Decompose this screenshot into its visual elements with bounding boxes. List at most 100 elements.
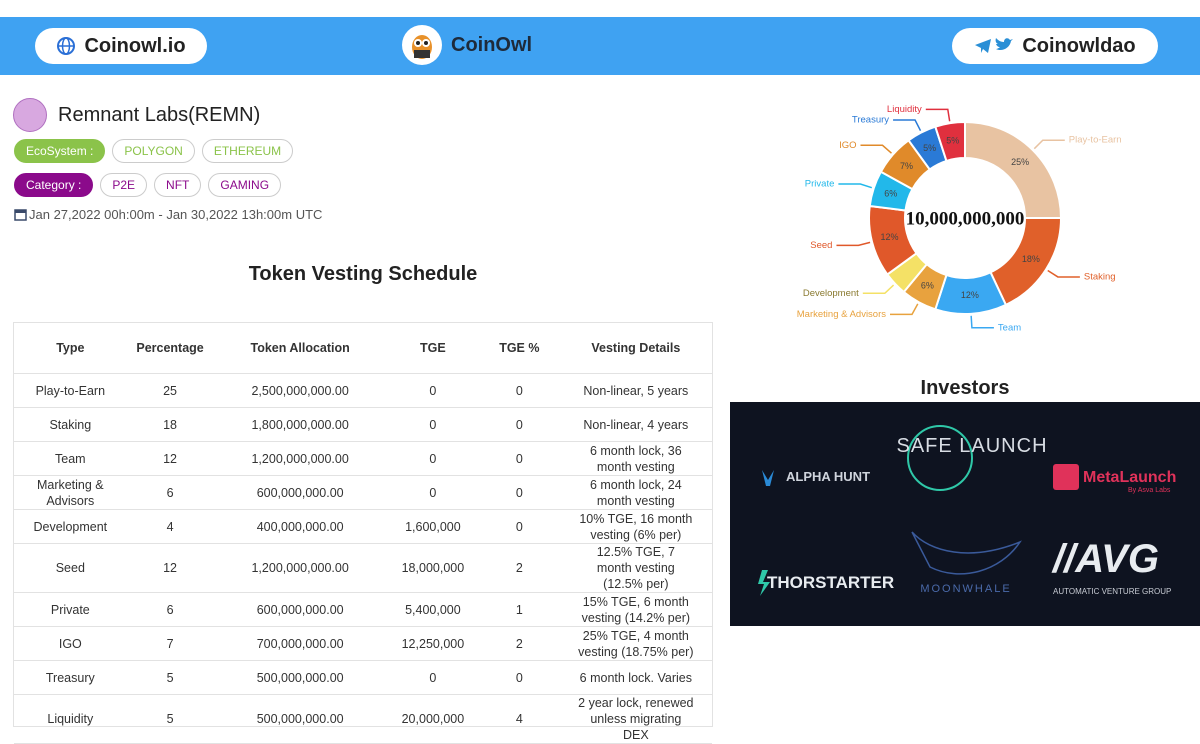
table-cell: 2,500,000,000.00 <box>213 373 387 408</box>
brand-name: CoinOwl <box>451 34 533 56</box>
table-cell: 0 <box>386 441 480 476</box>
vesting-table: Type Percentage Token Allocation TGE TGE % Ve… <box>14 323 712 744</box>
table-cell: 12 <box>126 543 214 593</box>
investor-logo: ALPHA HUNT <box>786 469 870 484</box>
category-tag[interactable]: P2E <box>100 173 148 197</box>
social-link[interactable]: Coinowldao <box>952 28 1158 64</box>
table-row: Development 4 400,000,000.00 1,600,000 0 10% … <box>14 509 712 544</box>
investors-panel: ALPHA HUNT SAFE LAUNCH MetaLaunch By Asv… <box>730 402 1200 626</box>
table-cell: 0 <box>479 407 560 442</box>
table-cell: 6 <box>126 475 214 510</box>
slice-label: 6% <box>884 188 897 198</box>
table-cell: 10% TGE, 16 month vesting (6% per) <box>559 509 712 544</box>
leader-line <box>970 315 994 329</box>
category-label: Play-to-Earn <box>1069 135 1122 146</box>
category-label: Team <box>998 322 1021 333</box>
table-row: Liquidity 5 500,000,000.00 20,000,000 4 2 yea… <box>14 694 712 744</box>
owl-icon <box>412 35 432 59</box>
table-cell: 1,200,000,000.00 <box>213 441 387 476</box>
table-cell: 700,000,000.00 <box>213 626 387 661</box>
table-cell: 0 <box>386 373 480 408</box>
leader-line <box>860 144 892 154</box>
leader-line <box>925 108 951 122</box>
slice-label: 18% <box>1022 254 1040 264</box>
table-cell: Private <box>14 592 127 627</box>
investor-logo: By Asva Labs <box>1128 487 1171 494</box>
table-cell: 20,000,000 <box>386 694 480 744</box>
social-link-text: Coinowldao <box>1022 34 1136 57</box>
project-name: Remnant Labs(REMN) <box>58 104 261 126</box>
table-row: Treasury 5 500,000,000.00 0 0 6 month lock. V… <box>14 660 712 695</box>
category-label: Category : <box>14 173 94 197</box>
table-cell: Liquidity <box>14 694 127 744</box>
table-cell: 600,000,000.00 <box>213 475 387 510</box>
table-cell: 6 month lock. Varies <box>559 660 712 695</box>
table-cell: Staking <box>14 407 127 442</box>
investor-logo: //AVG <box>1051 537 1159 581</box>
leader-line <box>1033 139 1065 150</box>
table-cell: 1,200,000,000.00 <box>213 543 387 593</box>
table-cell: 500,000,000.00 <box>213 660 387 695</box>
logo-icon <box>758 570 770 596</box>
investors-title: Investors <box>920 377 1010 399</box>
column-header: Token Allocation <box>213 323 387 374</box>
ecosystem-tag[interactable]: POLYGON <box>112 139 195 163</box>
category-tag[interactable]: GAMING <box>208 173 282 197</box>
column-header: TGE <box>386 323 480 374</box>
table-cell: Development <box>14 509 127 544</box>
table-row: Private 6 600,000,000.00 5,400,000 1 15% TGE,… <box>14 592 712 627</box>
table-cell: Team <box>14 441 127 476</box>
table-cell: 1,600,000 <box>386 509 480 544</box>
leader-line <box>838 183 873 189</box>
table-cell: 0 <box>386 660 480 695</box>
leader-line <box>1047 269 1080 278</box>
site-link[interactable]: Coinowl.io <box>35 28 207 64</box>
table-title: Token Vesting Schedule <box>248 263 478 285</box>
slice-label: 5% <box>923 143 936 153</box>
table-cell: 12,250,000 <box>386 626 480 661</box>
category-label: IGO <box>839 140 856 151</box>
table-cell: 7 <box>126 626 214 661</box>
table-cell: 600,000,000.00 <box>213 592 387 627</box>
table-cell: Non-linear, 4 years <box>559 407 712 442</box>
category-tag[interactable]: NFT <box>154 173 202 197</box>
social-icons <box>975 38 1014 53</box>
table-row: Marketing & Advisors 6 600,000,000.00 0 0 6 m… <box>14 475 712 510</box>
category-label: Treasury <box>852 115 889 126</box>
site-link-text: Coinowl.io <box>84 34 186 57</box>
slice-label: 12% <box>880 232 898 242</box>
investor-logo: SAFE LAUNCH <box>896 435 1047 457</box>
table-cell: Non-linear, 5 years <box>559 373 712 408</box>
table-cell: Marketing & Advisors <box>14 475 127 510</box>
column-header: TGE % <box>479 323 560 374</box>
table-cell: Play-to-Earn <box>14 373 127 408</box>
table-cell: 0 <box>479 660 560 695</box>
slice-label: 7% <box>900 161 913 171</box>
category-label: Development <box>803 288 859 299</box>
globe-icon <box>57 37 76 55</box>
pie-slice <box>934 120 966 163</box>
calendar-icon <box>14 209 27 221</box>
category-label: Staking <box>1084 271 1116 282</box>
column-header: Percentage <box>126 323 214 374</box>
table-cell: 18 <box>126 407 214 442</box>
project-avatar <box>13 98 47 132</box>
table-cell: 6 month lock, 24 month vesting <box>559 475 712 510</box>
column-header: Type <box>14 323 127 374</box>
table-box: Type Percentage Token Allocation TGE TGE % Ve… <box>13 322 713 744</box>
slice-label: 5% <box>946 135 959 145</box>
table-cell: 0 <box>479 475 560 510</box>
table-cell: 5,400,000 <box>386 592 480 627</box>
investor-logo: AUTOMATIC VENTURE GROUP <box>1053 587 1171 596</box>
table-cell: 4 <box>479 694 560 744</box>
table-row: Seed 12 1,200,000,000.00 18,000,000 2 12.5% T… <box>14 543 712 593</box>
ecosystem-tag[interactable]: ETHEREUM <box>201 139 294 163</box>
ecosystem-row: EcoSystem : POLYGON ETHEREUM <box>14 139 294 163</box>
slice-label: 25% <box>1011 157 1029 167</box>
table-cell: 12 <box>126 441 214 476</box>
table-cell: 4 <box>126 509 214 544</box>
leader-line <box>862 284 895 295</box>
table-cell: 6 month lock, 36 month vesting <box>559 441 712 476</box>
leader-line <box>836 241 871 247</box>
